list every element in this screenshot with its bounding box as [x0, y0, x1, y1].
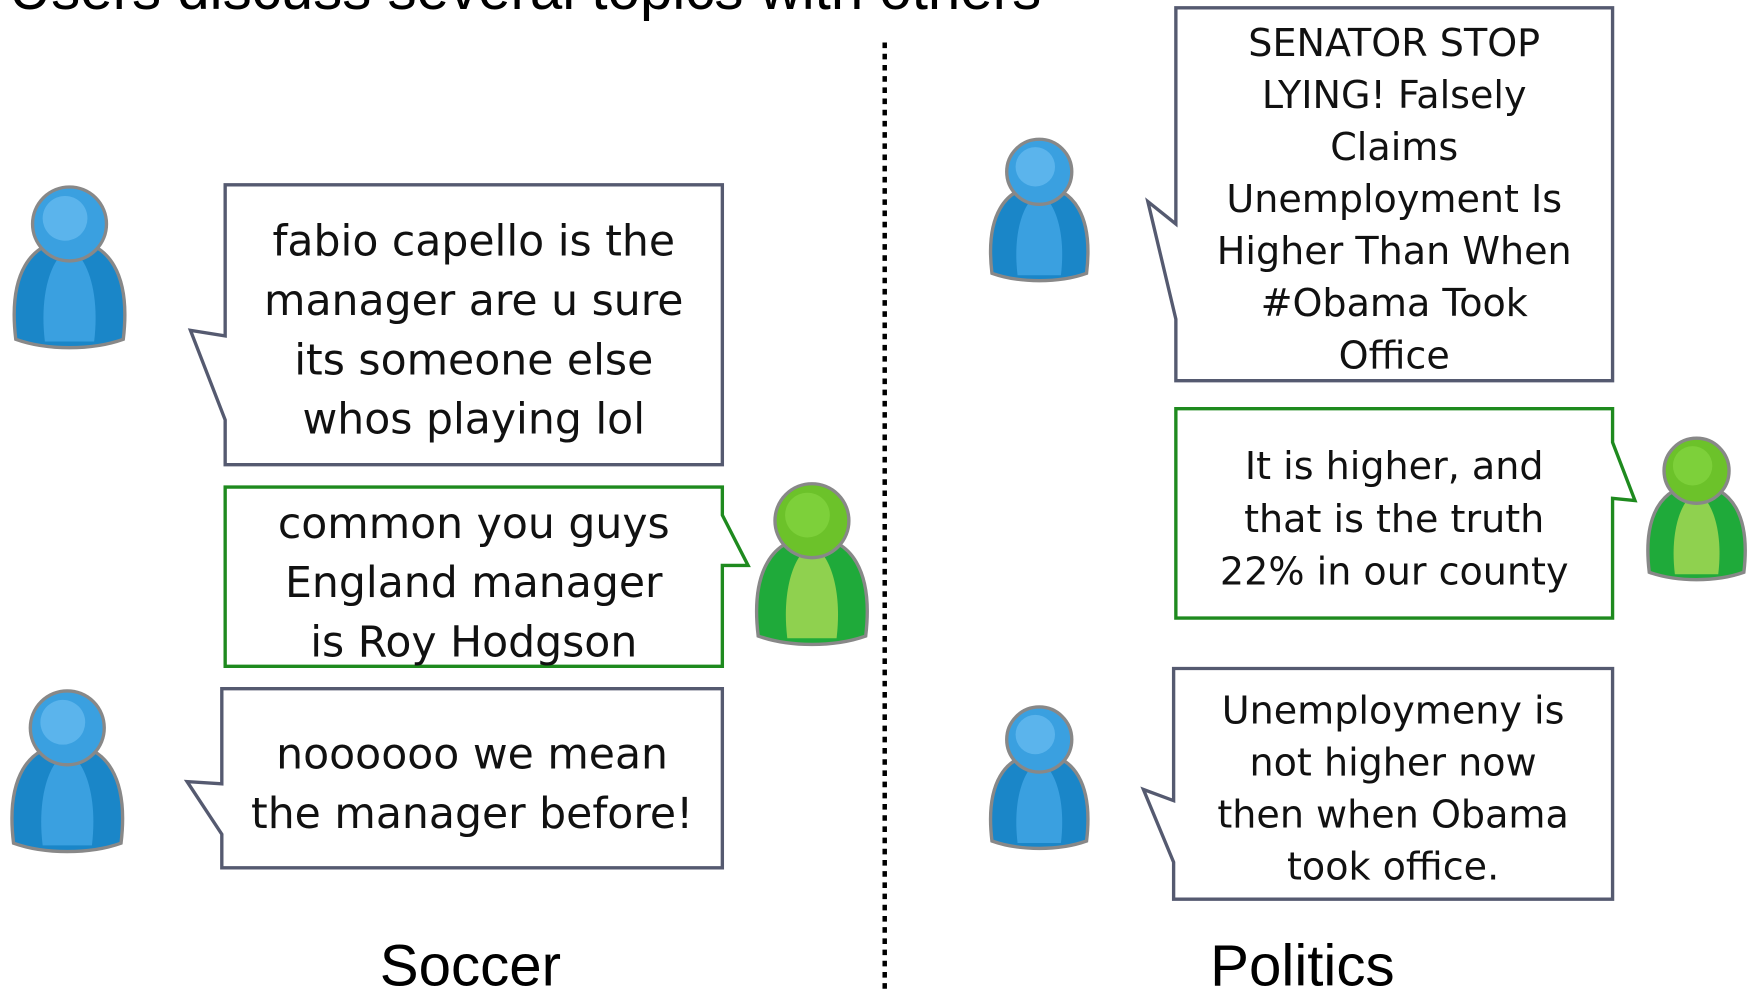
message-line: It is higher, and [1245, 444, 1544, 488]
panel-label: Politics [1210, 933, 1394, 991]
message-line: LYING! Falsely [1262, 73, 1527, 117]
user-icon-shade [1016, 762, 1063, 843]
user-icon-shade [43, 249, 96, 342]
message-line: 22% in our county [1220, 549, 1569, 593]
user-icon-highlight [785, 492, 830, 538]
title: Users discuss several topics with others [9, 0, 1041, 22]
message-line: SENATOR STOP [1248, 21, 1540, 65]
message-line: common you guys [278, 500, 670, 549]
message-line: is Roy Hodgson [310, 619, 637, 668]
message-line: took office. [1287, 844, 1499, 888]
message-line: Office [1339, 333, 1450, 377]
message-line: Higher Than When [1217, 229, 1572, 273]
user-icon-shade [785, 546, 839, 639]
message-line: Unemploymeny is [1222, 688, 1565, 732]
message-line: manager are u sure [264, 277, 683, 326]
speech-bubble [1140, 666, 1615, 901]
message-line: England manager [285, 559, 663, 608]
speech-bubble [223, 485, 751, 668]
user-icon-highlight [1015, 147, 1056, 187]
message-line: whos playing lol [302, 396, 645, 445]
speech-bubble [1174, 407, 1638, 620]
message-line: then when Obama [1217, 792, 1568, 836]
panel-label: Soccer [380, 933, 561, 991]
user-icon-shade [1016, 194, 1063, 276]
user-icon-highlight [1015, 714, 1056, 755]
message-line: not higher now [1250, 740, 1537, 784]
speech-bubble [1145, 6, 1615, 383]
user-icon-shade [1673, 493, 1720, 575]
message-line: noooooo we mean [276, 731, 668, 780]
message-line: Claims [1330, 125, 1458, 169]
speech-bubble [187, 183, 725, 467]
message-line: #Obama Took [1261, 281, 1528, 325]
message-line: its someone else [294, 336, 653, 385]
message-line: that is the truth [1244, 497, 1544, 541]
user-icon-highlight [1672, 446, 1713, 486]
message-line: Unemployment Is [1226, 177, 1562, 221]
user-icon-shade [41, 753, 94, 846]
user-icon-highlight [40, 699, 86, 745]
message-line: the manager before! [251, 790, 693, 839]
message-line: fabio capello is the [272, 218, 675, 267]
user-icon-highlight [42, 195, 88, 241]
speech-bubble [183, 686, 725, 870]
